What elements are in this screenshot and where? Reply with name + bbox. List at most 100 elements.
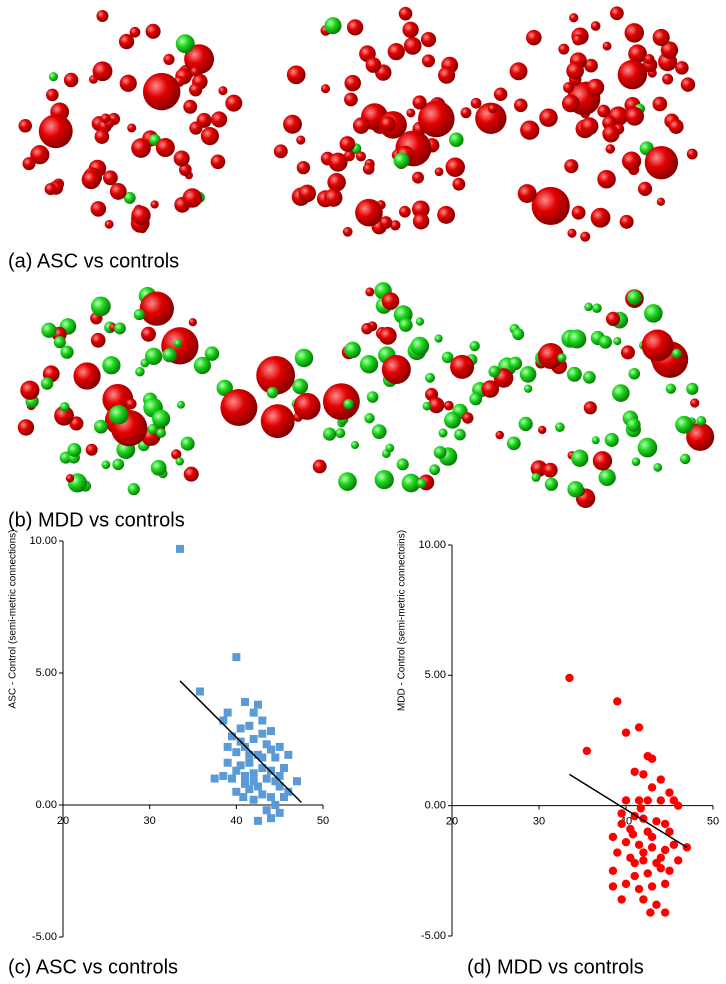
sphere	[571, 205, 586, 220]
sphere	[343, 398, 354, 410]
sphere	[113, 322, 126, 335]
point	[267, 727, 275, 736]
sphere	[410, 336, 430, 356]
sphere	[298, 184, 317, 203]
sphere	[398, 6, 413, 21]
sphere	[322, 383, 360, 421]
sphere	[129, 26, 141, 38]
sphere	[686, 148, 698, 160]
sphere	[481, 380, 500, 398]
sphere	[85, 443, 98, 456]
sphere	[422, 401, 432, 411]
point	[293, 777, 301, 786]
sphere	[139, 291, 174, 326]
point	[621, 879, 631, 889]
sphere	[644, 146, 679, 180]
sphere	[324, 188, 343, 207]
sphere	[20, 380, 40, 400]
sphere	[564, 159, 579, 174]
sphere	[44, 182, 57, 196]
sphere	[335, 428, 346, 439]
sphere	[63, 72, 79, 88]
point	[267, 814, 275, 823]
sphere	[434, 167, 444, 177]
sphere	[379, 216, 393, 229]
sphere	[40, 377, 54, 390]
sphere	[520, 120, 540, 140]
sphere	[444, 411, 461, 429]
point	[223, 758, 232, 767]
point	[267, 766, 275, 775]
sphere	[420, 31, 437, 48]
sphere	[366, 391, 379, 403]
sphere	[175, 34, 195, 54]
sphere	[30, 145, 50, 165]
sphere	[526, 29, 542, 46]
sphere	[60, 345, 74, 359]
point	[639, 856, 648, 865]
point	[674, 856, 683, 865]
point	[665, 827, 674, 836]
y-tick-label: 0.00	[36, 799, 57, 811]
sphere	[184, 44, 215, 75]
point	[665, 866, 674, 876]
point	[275, 742, 284, 751]
point	[249, 777, 258, 786]
sphere	[675, 415, 694, 434]
sphere	[362, 163, 375, 175]
point	[634, 840, 644, 849]
sphere	[155, 137, 175, 158]
sphere	[696, 416, 707, 426]
sphere	[118, 33, 135, 50]
point	[245, 758, 254, 767]
sphere	[627, 290, 642, 305]
point	[656, 796, 665, 805]
point	[245, 721, 254, 730]
point	[262, 806, 271, 815]
point	[241, 779, 249, 788]
sphere	[598, 468, 616, 487]
point	[656, 864, 665, 873]
sphere	[260, 404, 295, 439]
sphere	[644, 304, 663, 323]
sphere	[173, 339, 183, 348]
sphere	[145, 23, 161, 39]
point	[665, 788, 674, 797]
sphere	[403, 37, 422, 55]
x-tick-label: 20	[446, 816, 458, 828]
point	[254, 750, 262, 759]
sphere	[365, 57, 382, 73]
point	[643, 869, 652, 878]
point	[258, 753, 267, 762]
sphere	[322, 427, 337, 441]
sphere	[523, 384, 533, 393]
sphere	[450, 354, 475, 379]
sphere	[612, 384, 630, 402]
sphere	[104, 219, 114, 229]
y-axis-label: MDD - Control (semi-metric connectoins)	[397, 530, 408, 711]
point	[284, 787, 293, 796]
sphere	[339, 136, 356, 152]
point	[267, 745, 275, 754]
sphere	[590, 21, 601, 31]
point	[643, 796, 652, 805]
point	[647, 882, 657, 891]
sphere	[586, 78, 605, 97]
point	[236, 724, 245, 733]
point	[232, 787, 241, 796]
sphere	[89, 74, 98, 84]
sphere	[679, 453, 691, 465]
sphere	[123, 191, 136, 204]
sphere	[92, 61, 113, 82]
sphere	[147, 423, 159, 435]
sphere	[605, 311, 621, 326]
sphere	[665, 383, 677, 394]
sphere	[690, 398, 700, 408]
point	[249, 769, 258, 778]
point	[262, 740, 271, 749]
sphere	[156, 428, 166, 438]
point	[258, 764, 267, 773]
sphere	[344, 92, 358, 107]
sphere	[567, 329, 587, 349]
sphere	[557, 353, 567, 363]
